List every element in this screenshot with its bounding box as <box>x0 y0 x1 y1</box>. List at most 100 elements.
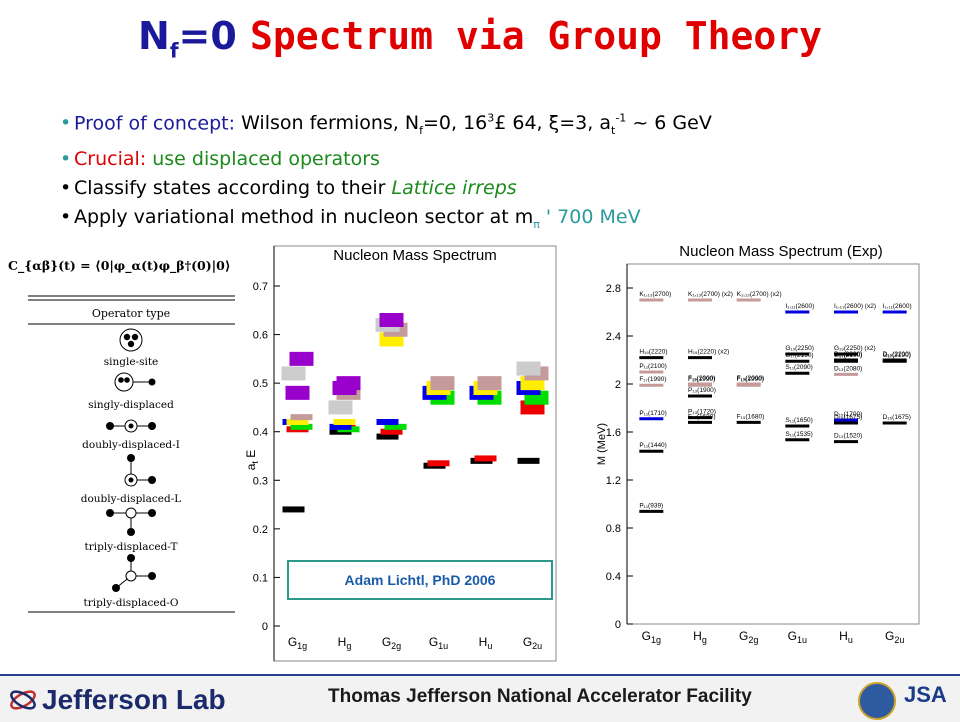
x-tick-label: Hu <box>479 635 493 651</box>
energy-level-bar <box>333 419 356 425</box>
x-tick-label: G1g <box>642 629 661 645</box>
level-label: K₁,₁₃(2700) <box>639 291 671 298</box>
energy-level-bar <box>329 423 352 430</box>
level-label: D₁₅(2200) <box>883 351 911 358</box>
chart-title: Nucleon Mass Spectrum (Exp) <box>679 243 882 260</box>
energy-level-bar <box>430 376 455 391</box>
operator-row-label: doubly-displaced-L <box>81 493 182 505</box>
operator-row-label: triply-displaced-T <box>85 541 178 553</box>
energy-level-bar <box>517 457 540 464</box>
y-tick-label: 0.7 <box>253 281 268 293</box>
energy-level-bar <box>290 414 313 421</box>
energy-level-bar <box>328 400 353 415</box>
operator-row-label: single-site <box>104 356 159 368</box>
chart-title: Nucleon Mass Spectrum <box>333 247 496 264</box>
x-tick-label: G1g <box>288 635 307 651</box>
y-tick-label: 0.2 <box>253 524 268 536</box>
energy-level-bar <box>285 385 310 400</box>
level-label: K₁,₁₃(2700) (x2) <box>737 291 782 298</box>
energy-level-bar <box>282 506 305 513</box>
y-tick-label: 1.2 <box>606 475 621 487</box>
x-tick-label: Hg <box>693 629 707 645</box>
level-label: H₁₉(2220) <box>639 349 667 356</box>
jefferson-lab-logo: Jefferson Lab <box>8 684 226 716</box>
level-label: F₁₇(1990) <box>737 376 764 383</box>
bullet-2: • Crucial: use displaced operators <box>60 148 380 171</box>
y-axis-label: M (MeV) <box>596 423 608 465</box>
level-label: H₁₉(2220) (x2) <box>688 349 729 356</box>
energy-level-bar <box>477 376 502 391</box>
level-label: F₁₅(2000) <box>737 375 765 382</box>
singly-displaced-icon <box>114 372 156 392</box>
level-label: S₁₁(1535) <box>785 431 813 438</box>
x-tick-label: Hg <box>338 635 352 651</box>
y-tick-label: 0 <box>615 619 621 631</box>
energy-level-bar <box>376 433 399 440</box>
x-tick-label: G2u <box>523 635 542 651</box>
credit-box <box>287 560 553 600</box>
x-tick-label: G2u <box>885 629 904 645</box>
bullet-list: • Proof of concept: Wilson fermions, Nf=0… <box>60 104 712 239</box>
level-label: G₁₉(2250) (x2) <box>834 345 876 352</box>
level-label: P₁₁(1710) <box>639 410 667 417</box>
x-tick-label: G1u <box>788 629 807 645</box>
level-label: F₁₇(1990) <box>688 376 715 383</box>
operator-row-label: triply-displaced-O <box>84 597 179 609</box>
level-label: D₁₅(1700) <box>834 411 862 418</box>
credit-text: Adam Lichtl, PhD 2006 <box>345 572 496 588</box>
level-label: F₁₅(2000) <box>688 375 716 382</box>
level-label: P₁₁(1440) <box>639 442 667 449</box>
y-tick-label: 2 <box>615 379 621 391</box>
level-label: P₁₃(1900) <box>688 387 716 394</box>
y-tick-label: 0.3 <box>253 475 268 487</box>
level-label: G₁₇(2190) <box>785 352 813 359</box>
y-tick-label: 0.4 <box>606 571 621 583</box>
energy-level-bar <box>384 423 407 430</box>
energy-level-bar <box>474 455 497 462</box>
bullet-3: • Classify states according to their Latt… <box>60 177 517 200</box>
x-tick-label: G2g <box>382 635 401 651</box>
level-label: D₁₅(1675) <box>834 414 862 421</box>
x-tick-label: Hu <box>839 629 853 645</box>
experimental-spectrum-chart: Nucleon Mass Spectrum (Exp) 0 0.4 0.8 1.2 1.… <box>596 243 920 645</box>
triply-displaced-t-icon <box>106 507 156 536</box>
level-label: I₁,₁₁(2600) (x2) <box>834 303 876 310</box>
y-tick-label: 0 <box>262 621 268 633</box>
level-label: D₁₃(1520) <box>834 433 862 440</box>
level-label: P₁₃(1720) <box>688 409 716 416</box>
level-label: D₁₅(1675) <box>883 414 911 421</box>
y-tick-label: 2.4 <box>606 331 621 343</box>
energy-level-bar <box>516 361 541 376</box>
operator-table-header: Operator type <box>92 307 170 320</box>
level-label: D₁₃(2080) <box>834 365 862 372</box>
lattice-spectrum-chart: Nucleon Mass Spectrum 0 0.1 0.2 0.3 0.4 0.5 0.… <box>244 245 557 662</box>
energy-level-bar <box>336 376 361 391</box>
y-axis-label: at E <box>244 450 260 471</box>
energy-level-bar <box>286 419 309 425</box>
energy-level-bar <box>290 423 313 430</box>
level-label: K₁,₁₃(2700) (x2) <box>688 291 733 298</box>
doubly-displaced-i-icon <box>106 419 156 433</box>
y-tick-label: 0.8 <box>606 523 621 535</box>
level-label: G₁₉(2250) <box>785 345 814 352</box>
x-tick-label: G1u <box>429 635 448 651</box>
y-tick-label: 0.1 <box>253 572 268 584</box>
energy-level-bar <box>281 366 306 381</box>
single-site-icon <box>119 328 143 352</box>
level-label: I₁,₁₁(2600) <box>883 303 912 310</box>
y-tick-label: 0.5 <box>253 378 268 390</box>
energy-level-bar <box>427 460 450 467</box>
level-label: F₁₅(1680) <box>688 413 716 420</box>
level-label: P₁₁(939) <box>639 502 663 509</box>
y-tick-label: 0.4 <box>253 427 268 439</box>
operator-row-label: singly-displaced <box>88 399 174 411</box>
level-label: F₁₇(1990) <box>639 376 666 383</box>
doubly-displaced-l-icon <box>124 454 156 487</box>
jsa-logo: JSA <box>904 682 947 707</box>
facility-name: Thomas Jefferson National Accelerator Fa… <box>328 686 752 707</box>
y-tick-label: 0.6 <box>253 330 268 342</box>
energy-level-bar <box>289 351 314 366</box>
x-tick-label: G2g <box>739 629 758 645</box>
jlab-mark-icon <box>10 690 36 710</box>
footer-bar: Jefferson Lab Thomas Jefferson National … <box>0 674 960 722</box>
